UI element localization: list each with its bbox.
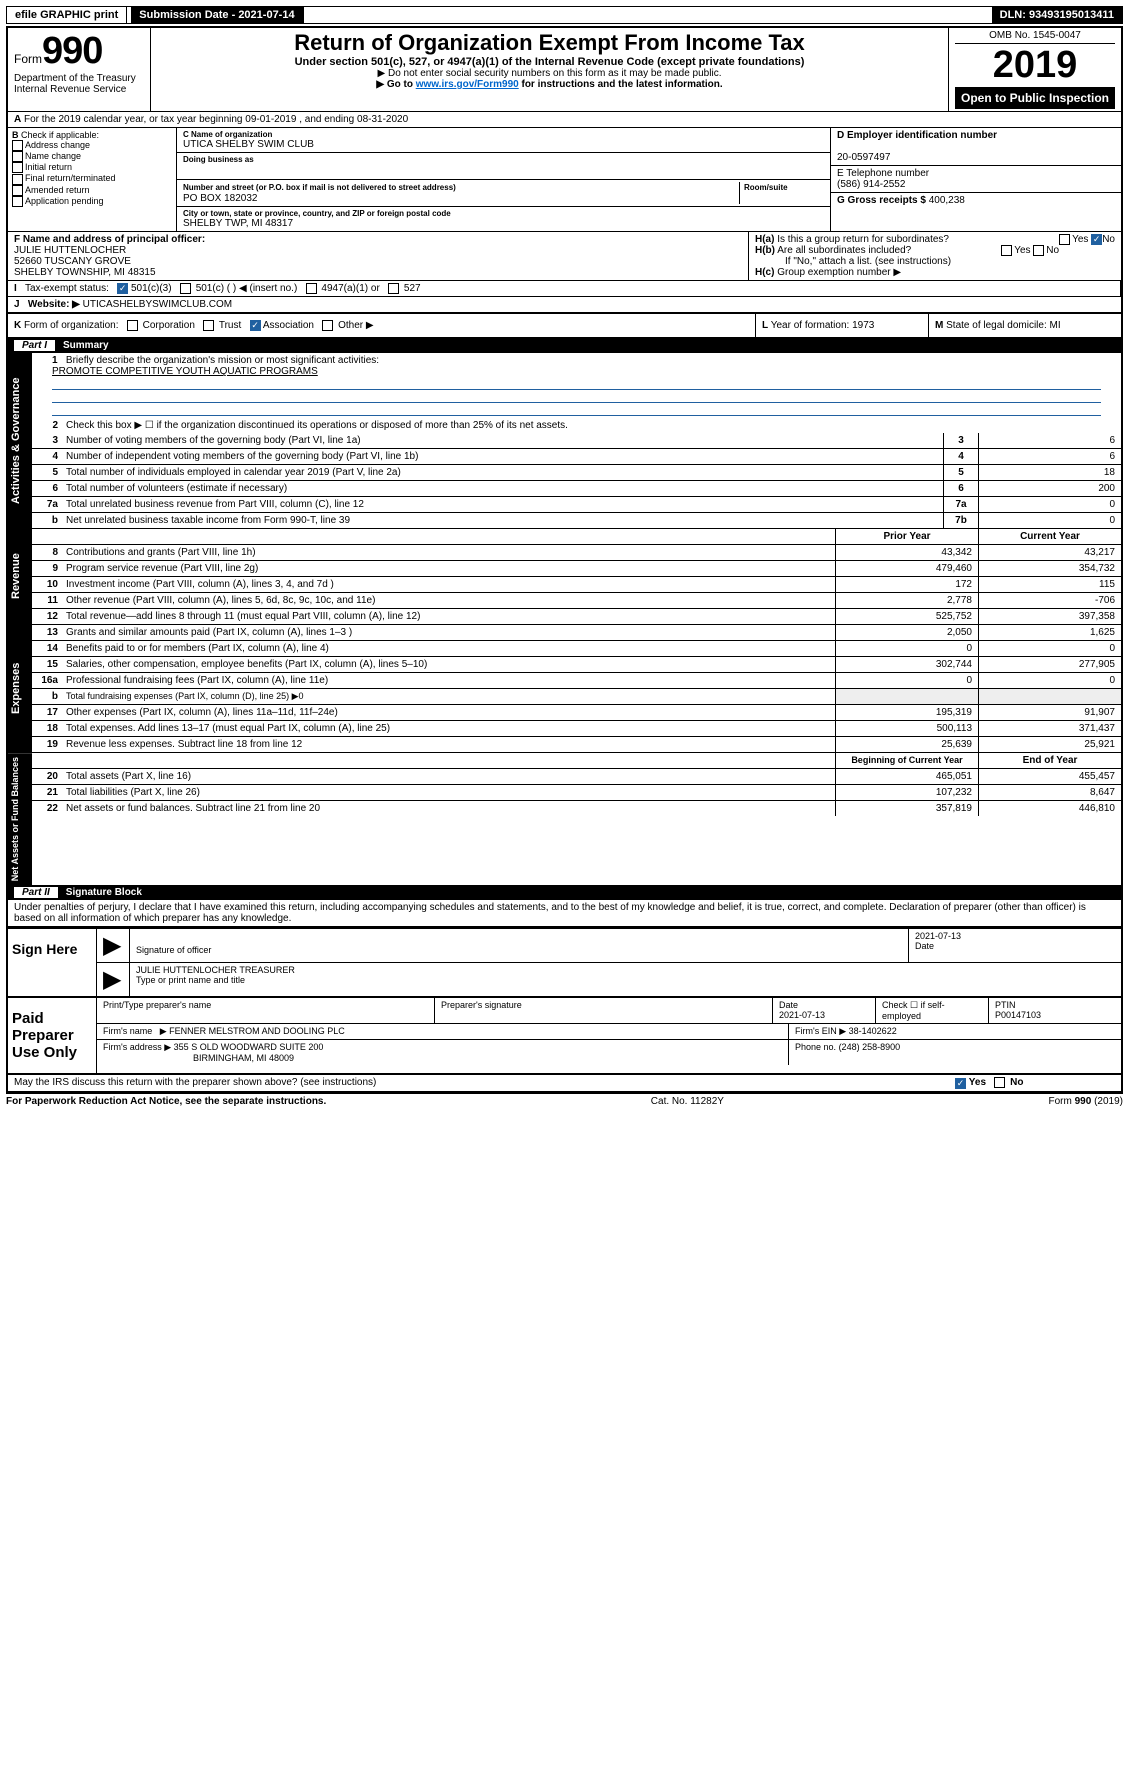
dln: DLN: 93493195013411 bbox=[992, 7, 1122, 23]
efile-topbar: efile GRAPHIC print Submission Date - 20… bbox=[6, 6, 1123, 24]
firm-phone: (248) 258-8900 bbox=[839, 1042, 901, 1052]
paid-preparer-label: Paid Preparer Use Only bbox=[8, 998, 97, 1073]
note-ssn: Do not enter social security numbers on … bbox=[388, 68, 721, 79]
efile-label[interactable]: efile GRAPHIC print bbox=[7, 7, 127, 23]
ptin: P00147103 bbox=[995, 1010, 1041, 1020]
col-c-org-info: C Name of organization UTICA SHELBY SWIM… bbox=[177, 128, 831, 231]
val-7a: 0 bbox=[978, 497, 1121, 512]
chk-ha-no[interactable]: ✓ bbox=[1091, 234, 1102, 245]
tax-year: 2019 bbox=[955, 44, 1115, 87]
gross-receipts: 400,238 bbox=[929, 195, 965, 206]
vtab-revenue: Revenue bbox=[8, 529, 32, 624]
chk-discuss-no[interactable] bbox=[994, 1077, 1005, 1088]
vtab-expenses: Expenses bbox=[8, 625, 32, 752]
omb-number: OMB No. 1545-0047 bbox=[955, 30, 1115, 44]
org-address: PO BOX 182032 bbox=[183, 193, 258, 204]
val-4: 6 bbox=[978, 449, 1121, 464]
website[interactable]: UTICASHELBYSWIMCLUB.COM bbox=[83, 299, 232, 310]
val-5: 18 bbox=[978, 465, 1121, 480]
part-i-header: Part I Summary bbox=[8, 338, 1121, 353]
officer-name: JULIE HUTTENLOCHER bbox=[14, 245, 126, 256]
chk-name-change[interactable] bbox=[12, 151, 23, 162]
chk-other[interactable] bbox=[322, 320, 333, 331]
state-domicile: MI bbox=[1050, 320, 1061, 331]
val-3: 6 bbox=[978, 433, 1121, 448]
link-irs-form990[interactable]: www.irs.gov/Form990 bbox=[416, 79, 519, 90]
chk-hb-yes[interactable] bbox=[1001, 245, 1012, 256]
chk-amended[interactable] bbox=[12, 185, 23, 196]
org-name: UTICA SHELBY SWIM CLUB bbox=[183, 139, 824, 150]
chk-corp[interactable] bbox=[127, 320, 138, 331]
chk-501c[interactable] bbox=[180, 283, 191, 294]
val-7b: 0 bbox=[978, 513, 1121, 528]
org-city: SHELBY TWP, MI 48317 bbox=[183, 218, 824, 229]
chk-527[interactable] bbox=[388, 283, 399, 294]
vtab-governance: Activities & Governance bbox=[8, 353, 32, 528]
chk-ha-yes[interactable] bbox=[1059, 234, 1070, 245]
h-block: H(a) Is this a group return for subordin… bbox=[749, 232, 1121, 280]
open-to-public: Open to Public Inspection bbox=[955, 87, 1115, 109]
chk-discuss-yes[interactable]: ✓ bbox=[955, 1078, 966, 1089]
page-footer: For Paperwork Reduction Act Notice, see … bbox=[6, 1094, 1123, 1109]
form-title: Return of Organization Exempt From Incom… bbox=[157, 30, 942, 56]
chk-final-return[interactable] bbox=[12, 174, 23, 185]
firm-name: FENNER MELSTROM AND DOOLING PLC bbox=[169, 1026, 345, 1036]
perjury-statement: Under penalties of perjury, I declare th… bbox=[8, 900, 1121, 927]
part-ii-header: Part II Signature Block bbox=[8, 885, 1121, 900]
form-number: 990 bbox=[42, 30, 102, 72]
form-container: Form990 Department of the Treasury Inter… bbox=[6, 26, 1123, 1094]
firm-ein: 38-1402622 bbox=[849, 1026, 897, 1036]
col-b-check-applicable: B Check if applicable: Address change Na… bbox=[8, 128, 177, 231]
submission-date: Submission Date - 2021-07-14 bbox=[131, 7, 303, 23]
chk-assoc[interactable]: ✓ bbox=[250, 320, 261, 331]
form-subtitle: Under section 501(c), 527, or 4947(a)(1)… bbox=[157, 56, 942, 68]
telephone: (586) 914-2552 bbox=[837, 179, 905, 190]
signer-name: JULIE HUTTENLOCHER TREASURER bbox=[136, 965, 295, 975]
row-a-tax-year: A For the 2019 calendar year, or tax yea… bbox=[8, 112, 1121, 128]
form-header: Form990 Department of the Treasury Inter… bbox=[8, 28, 1121, 112]
chk-501c3[interactable]: ✓ bbox=[117, 283, 128, 294]
year-formation: 1973 bbox=[852, 320, 874, 331]
chk-address-change[interactable] bbox=[12, 140, 23, 151]
col-de: D Employer identification number 20-0597… bbox=[831, 128, 1121, 231]
chk-initial-return[interactable] bbox=[12, 162, 23, 173]
form-word: Form bbox=[14, 52, 42, 66]
val-6: 200 bbox=[978, 481, 1121, 496]
mission-text: PROMOTE COMPETITIVE YOUTH AQUATIC PROGRA… bbox=[52, 366, 318, 377]
sign-here-label: Sign Here bbox=[8, 929, 97, 996]
chk-trust[interactable] bbox=[203, 320, 214, 331]
ein: 20-0597497 bbox=[837, 152, 890, 163]
vtab-netassets: Net Assets or Fund Balances bbox=[8, 753, 32, 885]
chk-hb-no[interactable] bbox=[1033, 245, 1044, 256]
chk-4947[interactable] bbox=[306, 283, 317, 294]
chk-application-pending[interactable] bbox=[12, 196, 23, 207]
dept-treasury: Department of the Treasury Internal Reve… bbox=[14, 73, 144, 95]
